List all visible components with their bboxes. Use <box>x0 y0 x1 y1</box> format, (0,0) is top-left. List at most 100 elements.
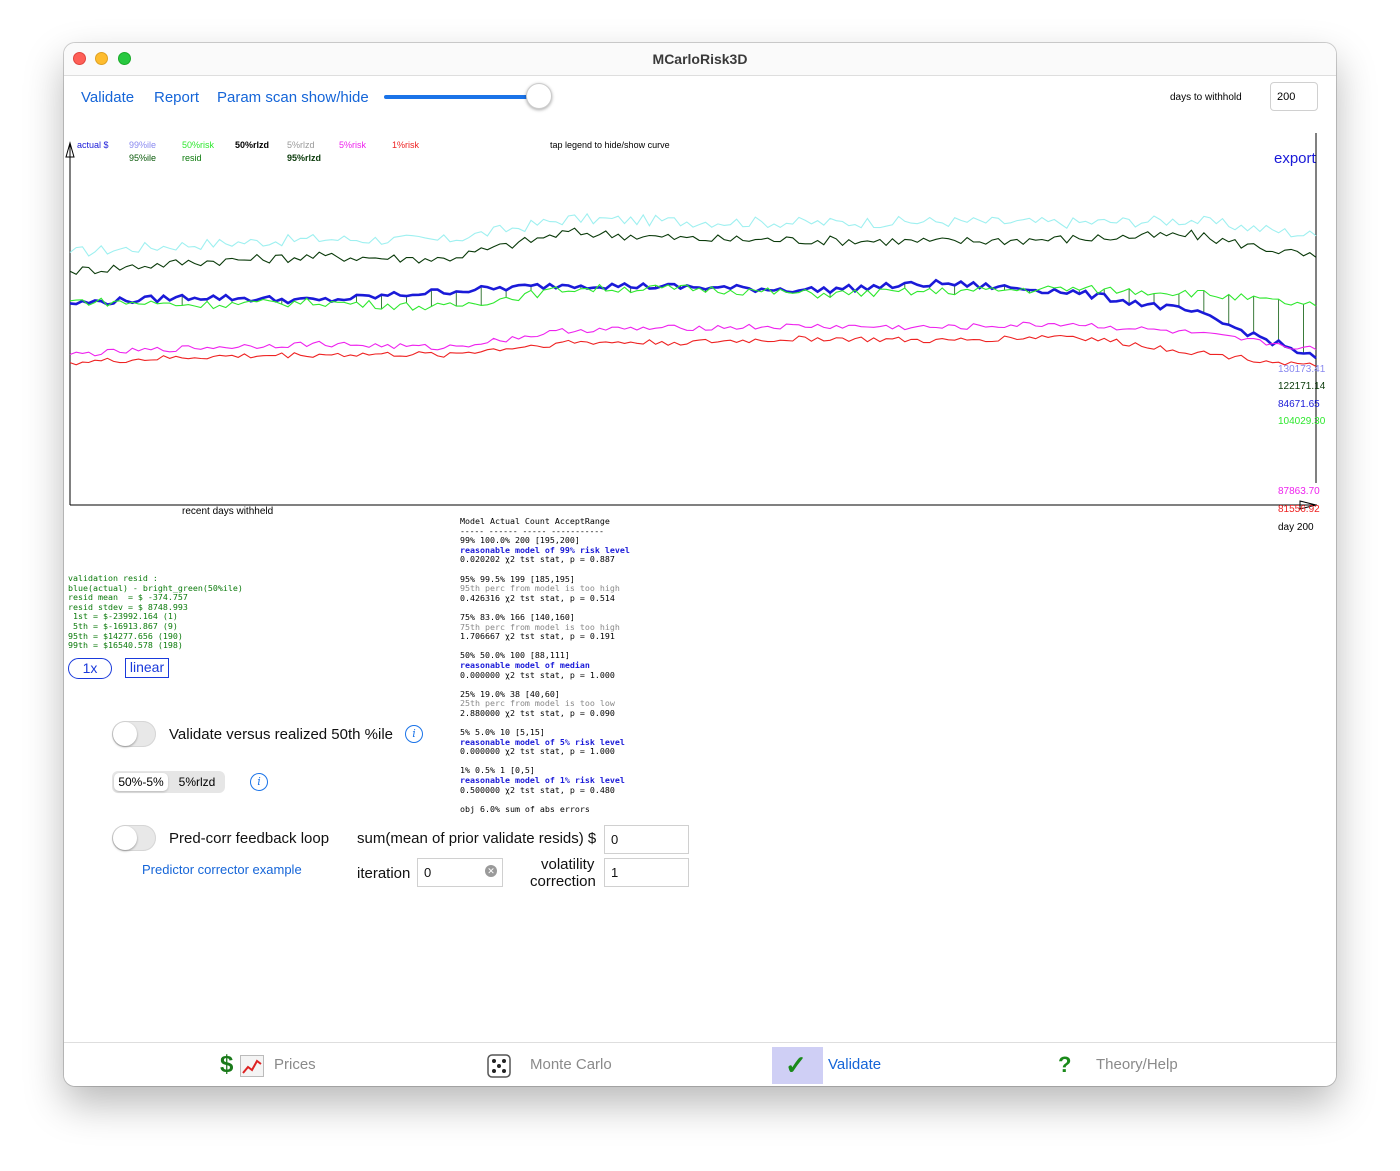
resid-stat-line: resid mean = $ -374.757 <box>68 592 188 603</box>
series-line-1 <box>69 227 1317 275</box>
days-to-withhold-input[interactable]: 200 <box>1270 82 1318 111</box>
iteration-label: iteration <box>357 865 411 882</box>
toggle-knob <box>113 826 137 850</box>
param-scan-link[interactable]: Param scan show/hide <box>217 89 369 106</box>
model-verdict: 75th perc from model is too high <box>460 621 620 632</box>
chart-icon <box>240 1055 264 1077</box>
value-99ile: 130173.41 <box>1278 364 1326 375</box>
legend-99ile[interactable]: 99%ile <box>129 140 157 150</box>
value-95ile: 122171.14 <box>1278 381 1326 392</box>
export-button[interactable]: export <box>1274 150 1316 167</box>
resid-stat-line: blue(actual) - bright_green(50%ile) <box>68 582 243 593</box>
model-table-header: Model Actual Count AcceptRange <box>460 516 610 526</box>
info-icon[interactable]: i <box>250 773 268 791</box>
model-table-rule: ----- ------ ----- ----------- <box>460 525 604 536</box>
tab-bar: $ Prices Monte Carlo ✓ Validate ? Theory… <box>64 1042 1336 1086</box>
pred-corr-example-link[interactable]: Predictor corrector example <box>142 862 302 877</box>
legend-hint: tap legend to hide/show curve <box>550 140 670 150</box>
zoom-window-button[interactable] <box>118 52 131 65</box>
tab-prices[interactable]: $ Prices <box>214 1043 334 1086</box>
model-row: 75% 83.0% 166 [140,160] <box>460 611 575 622</box>
model-stat: 0.020202 χ2 tst stat, p = 0.887 <box>460 554 615 565</box>
model-stat: 0.426316 χ2 tst stat, p = 0.514 <box>460 592 615 603</box>
value-50risk: 104029.30 <box>1278 416 1326 427</box>
window-title: MCarloRisk3D <box>652 51 748 67</box>
minimize-window-button[interactable] <box>95 52 108 65</box>
legend-1risk[interactable]: 1%risk <box>392 140 420 150</box>
legend-95rlzd[interactable]: 95%rlzd <box>287 153 322 163</box>
model-row: 25% 19.0% 38 [40,60] <box>460 688 560 699</box>
report-link[interactable]: Report <box>154 89 200 106</box>
tab-theory-help[interactable]: ? Theory/Help <box>1054 1043 1194 1086</box>
validate-realized-toggle[interactable] <box>112 721 156 747</box>
tab-theory-help-label: Theory/Help <box>1096 1056 1178 1073</box>
sum-input[interactable]: 0 <box>604 825 689 854</box>
resid-stat-line: 1st = $-23992.164 (1) <box>68 611 178 622</box>
info-icon[interactable]: i <box>405 725 423 743</box>
model-verdict: 25th perc from model is too low <box>460 698 615 709</box>
resid-stat-line: 5th = $-16913.867 (9) <box>68 620 178 631</box>
resid-stats: validation resid : blue(actual) - bright_… <box>68 573 243 651</box>
tab-monte-carlo[interactable]: Monte Carlo <box>482 1043 632 1086</box>
resid-stat-line: 99th = $16540.578 (198) <box>68 640 183 651</box>
x-axis-arrow <box>1299 500 1317 510</box>
model-table: Model Actual Count AcceptRange ----- ----… <box>460 516 630 814</box>
volatility-label: volatility <box>541 856 595 873</box>
model-objective: obj 6.0% sum of abs errors <box>460 803 590 814</box>
resid-stat-line: resid stdev = $ 8748.993 <box>68 601 188 612</box>
checkmark-icon: ✓ <box>785 1050 807 1080</box>
model-stat: 0.500000 χ2 tst stat, p = 0.480 <box>460 784 615 795</box>
title-bar: MCarloRisk3D <box>64 43 1336 76</box>
series-line-2 <box>69 278 1317 360</box>
tab-validate[interactable]: ✓ Validate <box>772 1043 912 1086</box>
rlzd-segmented-control: 50%-5% 5%rlzd <box>112 771 225 793</box>
days-slider-knob[interactable] <box>526 83 552 109</box>
toggle-knob <box>113 722 137 746</box>
tab-prices-label: Prices <box>274 1056 316 1073</box>
tab-monte-carlo-label: Monte Carlo <box>530 1056 612 1073</box>
legend-5rlzd[interactable]: 5%rlzd <box>287 140 315 150</box>
pred-corr-toggle[interactable] <box>112 825 156 851</box>
resid-stat-line: validation resid : <box>68 573 158 583</box>
legend-resid[interactable]: resid <box>182 153 202 163</box>
model-row: 50% 50.0% 100 [88,111] <box>460 650 570 661</box>
series-line-5 <box>69 334 1317 367</box>
zoom-button[interactable]: 1x <box>68 658 112 679</box>
model-verdict: 95th perc from model is too high <box>460 583 620 594</box>
close-window-button[interactable] <box>73 52 86 65</box>
model-stat: 1.706667 χ2 tst stat, p = 0.191 <box>460 631 615 642</box>
day-label: day 200 <box>1278 522 1314 533</box>
validate-realized-label: Validate versus realized 50th %ile <box>169 726 394 743</box>
value-actual: 84671.65 <box>1278 399 1320 410</box>
days-slider[interactable] <box>384 83 552 109</box>
value-1risk: 81556.92 <box>1278 504 1320 515</box>
app-window: MCarloRisk3D Validate Report Param scan … <box>64 43 1336 1086</box>
model-verdict: reasonable model of 5% risk level <box>460 736 625 747</box>
segment-50-5[interactable]: 50%-5% <box>114 773 168 791</box>
model-verdict: reasonable model of 1% risk level <box>460 775 625 786</box>
model-stat: 0.000000 χ2 tst stat, p = 1.000 <box>460 746 615 757</box>
volatility-input[interactable]: 1 <box>604 858 689 887</box>
validate-link[interactable]: Validate <box>81 89 135 106</box>
value-5risk: 87863.70 <box>1278 486 1320 497</box>
days-to-withhold-label: days to withhold <box>1170 92 1242 103</box>
sum-label: sum(mean of prior validate resids) $ <box>357 830 597 847</box>
legend-5risk[interactable]: 5%risk <box>339 140 367 150</box>
model-row: 95% 99.5% 199 [185,195] <box>460 573 575 584</box>
model-verdict: reasonable model of 99% risk level <box>460 544 630 555</box>
segment-5rlzd[interactable]: 5%rlzd <box>178 775 216 789</box>
dice-icon <box>487 1054 511 1078</box>
series-line-0 <box>69 212 1317 257</box>
legend-actual[interactable]: actual $ <box>77 140 109 150</box>
clear-icon[interactable]: ✕ <box>485 865 497 877</box>
legend-50risk[interactable]: 50%risk <box>182 140 215 150</box>
series-line-3 <box>69 283 1317 311</box>
legend-95ile[interactable]: 95%ile <box>129 153 157 163</box>
scale-button[interactable]: linear <box>125 658 169 678</box>
model-row: 5% 5.0% 10 [5,15] <box>460 727 545 738</box>
tab-validate-highlight <box>772 1047 823 1084</box>
legend-50rlzd[interactable]: 50%rlzd <box>235 140 270 150</box>
x-axis-label: recent days withheld <box>182 506 274 517</box>
resid-stat-line: 95th = $14277.656 (190) <box>68 630 183 641</box>
correction-label: correction <box>530 873 596 890</box>
